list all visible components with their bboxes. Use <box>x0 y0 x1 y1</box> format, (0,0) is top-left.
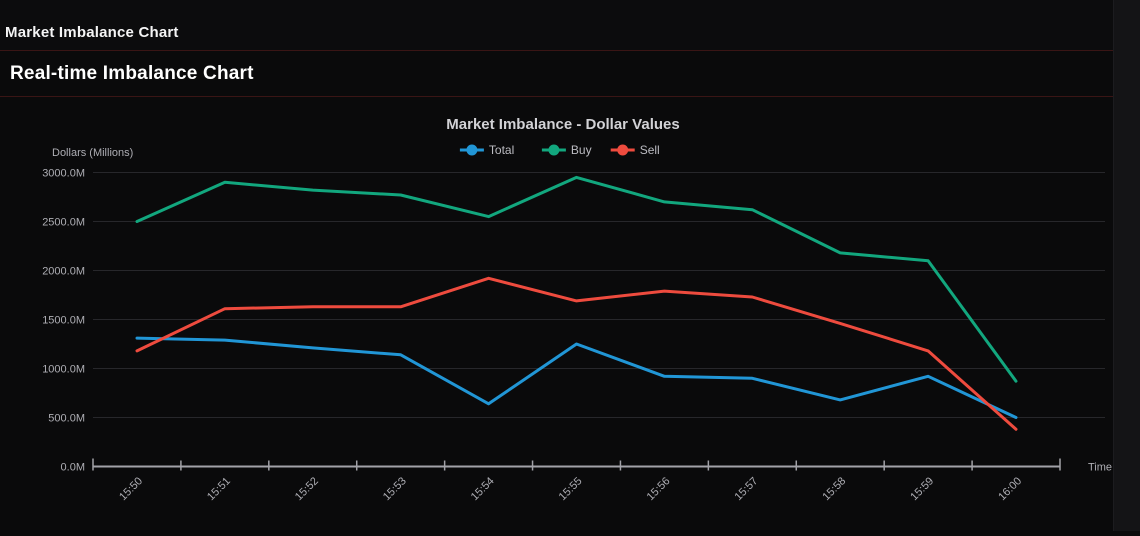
x-tick-label: 15:53 <box>381 475 409 503</box>
y-tick-label: 1000.0M <box>42 364 85 376</box>
chart-container: 0.0M 500.0M 1000.0M 1500.0M 2000.0M 2500.0M 30… <box>0 100 1113 531</box>
app-header: Market Imbalance Chart <box>0 0 1113 51</box>
series-line-buy[interactable] <box>135 175 1018 383</box>
series-line-total[interactable] <box>135 336 1018 419</box>
x-tick-label: 16:00 <box>996 475 1024 503</box>
legend-label: Buy <box>571 143 592 157</box>
y-axis-title: Dollars (Millions) <box>52 147 133 159</box>
chart-canvas[interactable]: 0.0M 500.0M 1000.0M 1500.0M 2000.0M 2500.0M 30… <box>0 100 1113 531</box>
legend-label: Total <box>489 143 514 157</box>
app-title: Market Imbalance Chart <box>5 24 179 41</box>
legend-marker-dot <box>617 144 629 156</box>
x-tick-label: 15:52 <box>293 475 321 503</box>
legend-item[interactable]: Buy <box>541 143 592 157</box>
x-tick-label: 15:55 <box>557 475 585 503</box>
y-tick-label: 1500.0M <box>42 315 85 327</box>
legend-label: Sell <box>640 143 660 157</box>
y-tick-label: 2000.0M <box>42 266 85 278</box>
page-title: Real-time Imbalance Chart <box>10 62 254 84</box>
y-tick-label: 500.0M <box>48 413 85 425</box>
y-tick-label: 0.0M <box>61 462 85 474</box>
legend-item[interactable]: Total <box>459 143 514 157</box>
legend-marker-dot <box>466 144 478 156</box>
y-tick-label: 2500.0M <box>42 217 85 229</box>
series-line-sell[interactable] <box>135 276 1018 431</box>
x-tick-label: 15:51 <box>205 475 233 503</box>
x-tick-label: 15:50 <box>117 475 145 503</box>
x-tick-label: 15:54 <box>469 475 497 503</box>
x-tick-label: 15:57 <box>732 475 760 503</box>
x-tick-label: 15:56 <box>645 475 673 503</box>
y-tick-label: 3000.0M <box>42 168 85 180</box>
right-gutter <box>1113 0 1140 531</box>
legend-marker-dot <box>548 144 560 156</box>
x-tick-label: 15:59 <box>908 475 936 503</box>
main-panel: Market Imbalance Chart Real-time Imbalan… <box>0 0 1113 531</box>
x-tick-label: 15:58 <box>820 475 848 503</box>
x-axis-title: Time <box>1088 462 1112 474</box>
section-header: Real-time Imbalance Chart <box>0 51 1113 97</box>
legend-item[interactable]: Sell <box>610 143 660 157</box>
chart-title: Market Imbalance - Dollar Values <box>446 116 679 133</box>
